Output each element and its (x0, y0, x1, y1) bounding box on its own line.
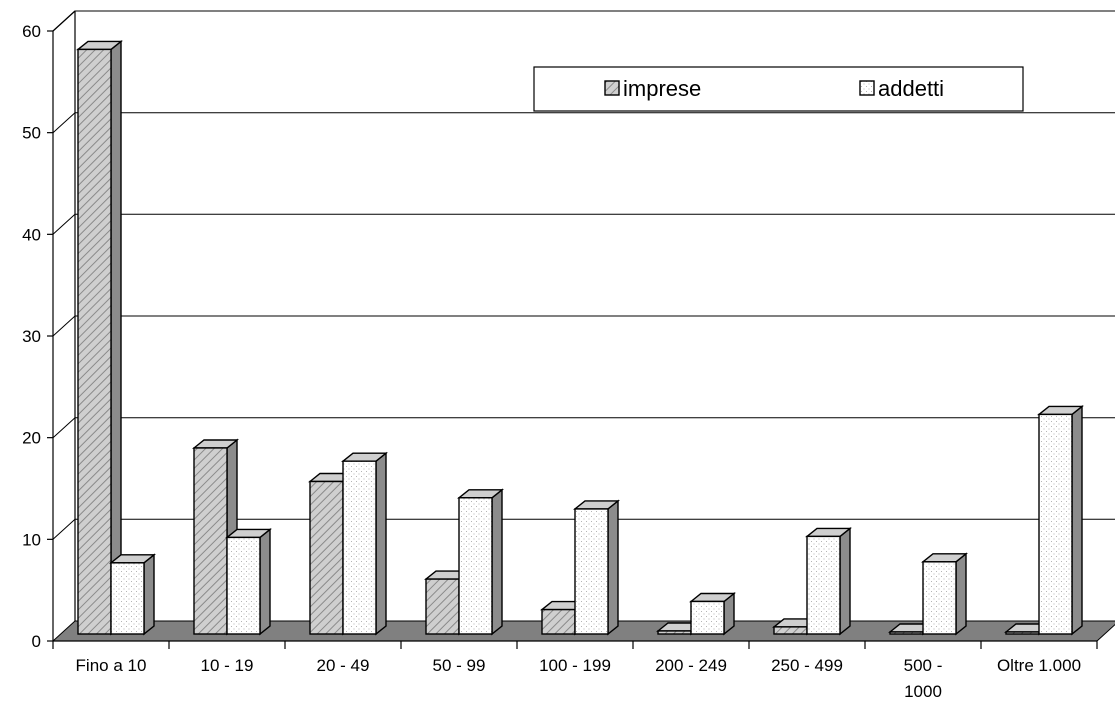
y-tick-label: 50 (22, 124, 41, 143)
bar-addetti-oltre-1-000 (1037, 404, 1084, 636)
bar-face (1038, 413, 1073, 635)
bar-face (574, 508, 609, 635)
bar-face (1005, 631, 1040, 635)
legend: imprese addetti (533, 66, 1024, 112)
legend-swatch-imprese (604, 80, 620, 96)
bar-face (110, 562, 145, 635)
bar-addetti-20-49 (341, 451, 388, 636)
bar-face (309, 480, 344, 635)
y-tick-label: 0 (32, 632, 41, 651)
bar-side (259, 527, 271, 636)
bar-side (955, 552, 967, 636)
gridline (52, 315, 1115, 337)
y-tick-label: 30 (22, 327, 41, 346)
x-tick-label: Fino a 10 (76, 656, 147, 675)
wall-top-edge (52, 10, 76, 32)
bar-face (342, 460, 377, 635)
bar-face (889, 631, 924, 635)
bar-side (491, 488, 503, 636)
bar-side (1071, 404, 1083, 636)
legend-label-imprese: imprese (623, 76, 701, 101)
y-tick-label: 40 (22, 225, 41, 244)
bar-side (143, 553, 155, 636)
bar-addetti-500-1000 (921, 552, 968, 636)
bar-addetti-250-499 (805, 526, 852, 636)
gridline (52, 213, 1115, 235)
y-tick-label: 60 (22, 22, 41, 41)
x-tick-label: 100 - 199 (539, 656, 611, 675)
x-tick-label: 50 - 99 (433, 656, 486, 675)
bar-side (110, 39, 122, 636)
y-tick-label: 10 (22, 530, 41, 549)
bar-imprese-fino-a-10 (76, 39, 123, 636)
bar-face (657, 630, 692, 635)
x-tick-label: 20 - 49 (317, 656, 370, 675)
gridline (52, 112, 1115, 134)
bar-addetti-100-199 (573, 499, 620, 636)
bar-side (839, 526, 851, 636)
legend-swatch-addetti (859, 80, 875, 96)
bar-side (607, 499, 619, 636)
bar-face (226, 536, 261, 635)
bar-face (806, 535, 841, 635)
bar-face (458, 497, 493, 635)
bar-side (375, 451, 387, 636)
bar-face (773, 626, 808, 635)
bar-addetti-200-249 (689, 592, 736, 636)
gridline (52, 10, 1115, 32)
x-tick-label: 500 - (904, 656, 943, 675)
bar-face (541, 608, 576, 635)
x-tick-label: Oltre 1.000 (997, 656, 1081, 675)
bar-addetti-10-19 (225, 527, 272, 636)
bar-face (922, 561, 957, 635)
legend-label-addetti: addetti (878, 76, 944, 101)
bar-face (425, 578, 460, 635)
y-tick-label: 20 (22, 429, 41, 448)
x-tick-label: 1000 (904, 682, 942, 701)
x-tick-label: 10 - 19 (201, 656, 254, 675)
bar-face (77, 48, 112, 635)
bar-face (690, 600, 725, 635)
bar-addetti-50-99 (457, 488, 504, 636)
axes: 0 10 20 30 40 50 60 (22, 10, 1098, 651)
bars (76, 39, 1084, 636)
gridline (52, 417, 1115, 439)
bar-face (193, 447, 228, 635)
category-labels: Fino a 10 10 - 19 20 - 49 50 - 99 100 - 199 2… (76, 656, 1082, 701)
bar-addetti-fino-a-10 (109, 553, 156, 636)
x-tick-label: 200 - 249 (655, 656, 727, 675)
x-tick-label: 250 - 499 (771, 656, 843, 675)
